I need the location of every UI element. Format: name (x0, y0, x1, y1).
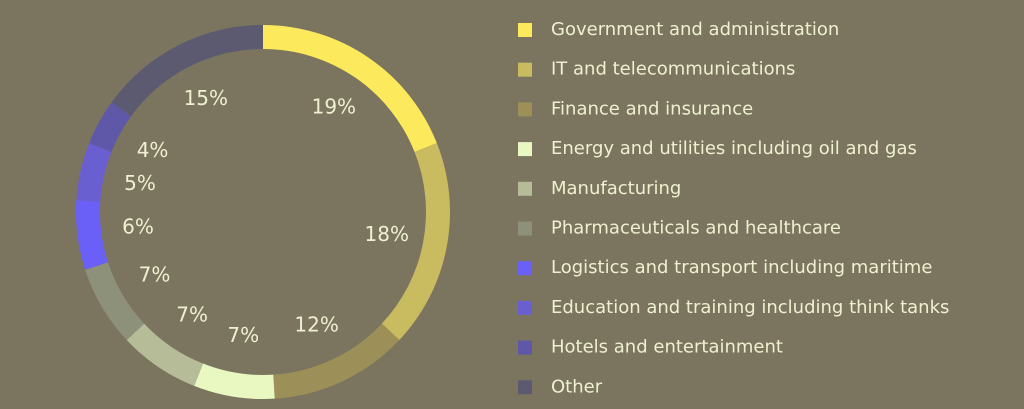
legend-swatch (518, 23, 532, 37)
legend-label: Education and training including think t… (551, 297, 949, 318)
legend-label: Logistics and transport including mariti… (551, 257, 932, 278)
legend-label: IT and telecommunications (551, 59, 795, 80)
value-label: 12% (294, 313, 338, 337)
legend-label: Manufacturing (551, 178, 681, 199)
donut-segment (263, 25, 437, 152)
legend-label: Hotels and entertainment (551, 337, 783, 358)
donut-segment (85, 262, 145, 341)
value-label: 4% (137, 138, 169, 162)
value-label: 7% (176, 303, 208, 327)
value-label: 7% (139, 263, 171, 287)
donut-segment (126, 323, 203, 386)
legend-swatch (518, 62, 532, 77)
legend-label: Pharmaceuticals and healthcare (551, 218, 841, 239)
legend-swatch (518, 142, 532, 157)
donut-segment (381, 143, 451, 341)
legend-swatch (518, 300, 532, 315)
legend-swatch (518, 380, 532, 395)
legend-label: Other (551, 376, 603, 397)
legend-label: Finance and insurance (551, 98, 753, 119)
value-label: 15% (184, 86, 228, 110)
legend-swatch (518, 102, 532, 117)
value-label: 19% (312, 94, 356, 118)
donut-segment (194, 363, 275, 399)
donut-segment (76, 200, 108, 270)
donut-segment (89, 102, 132, 152)
donut-segment (111, 25, 263, 117)
legend-label: Energy and utilities including oil and g… (551, 138, 917, 159)
legend-swatch (518, 221, 532, 236)
legend-swatch (518, 261, 532, 276)
legend-label: Government and administration (551, 19, 839, 40)
donut-segment (273, 323, 400, 399)
legend-swatch (518, 340, 532, 355)
value-label: 6% (122, 214, 154, 238)
legend-swatch (518, 181, 532, 196)
value-label: 5% (124, 171, 156, 195)
value-label: 18% (365, 222, 409, 246)
donut-segment (76, 143, 112, 202)
value-label: 7% (227, 323, 259, 347)
